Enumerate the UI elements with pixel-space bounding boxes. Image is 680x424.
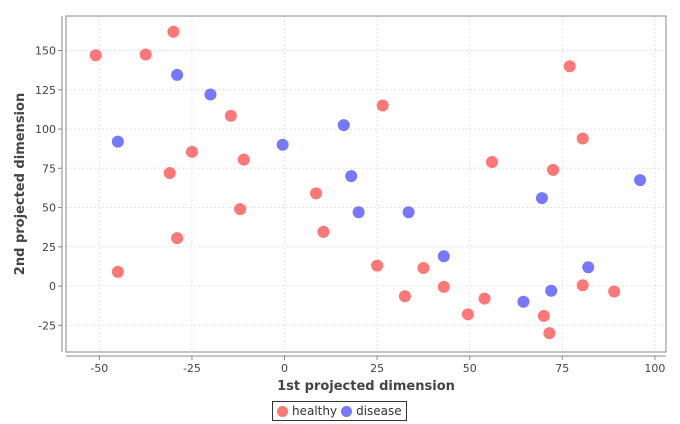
y-tick-label: 150	[35, 45, 56, 58]
data-point-disease	[517, 295, 530, 308]
data-point-healthy	[237, 153, 250, 166]
y-tick-label: 0	[49, 280, 56, 293]
x-tick-label: 0	[281, 362, 288, 375]
data-point-healthy	[139, 48, 152, 61]
legend-item-healthy: healthy	[277, 404, 337, 418]
data-point-healthy	[563, 60, 576, 73]
data-point-disease	[345, 170, 358, 183]
data-point-healthy	[310, 187, 322, 200]
data-point-disease	[634, 174, 647, 187]
data-point-disease	[535, 192, 548, 205]
data-point-healthy	[547, 163, 560, 176]
data-point-healthy	[398, 290, 411, 303]
legend-label-disease: disease	[356, 404, 402, 418]
y-tick-label: -25	[38, 319, 56, 332]
data-point-healthy	[537, 309, 550, 322]
data-point-healthy	[608, 285, 621, 298]
data-point-healthy	[224, 109, 237, 122]
plot-frame	[65, 15, 667, 353]
data-point-healthy	[485, 156, 498, 169]
x-tick-label: -50	[90, 362, 108, 375]
data-point-healthy	[417, 262, 430, 274]
x-tick-label: 75	[555, 362, 569, 375]
axes	[58, 16, 666, 360]
tick-labels: -50 -25 0 25 50 75 100 -25 0 25 50 75 100 125 150	[35, 45, 665, 375]
legend-swatch-disease	[341, 405, 353, 417]
x-tick-label: 100	[644, 362, 665, 375]
data-point-healthy	[163, 167, 176, 180]
data-point-disease	[545, 284, 558, 297]
data-point-disease	[111, 135, 124, 148]
data-point-healthy	[89, 49, 102, 62]
y-tick-label: 100	[35, 123, 56, 136]
legend-swatch-healthy	[277, 405, 288, 417]
data-point-disease	[204, 88, 217, 101]
data-point-healthy	[317, 225, 330, 238]
data-point-healthy	[461, 308, 474, 321]
data-point-disease	[337, 119, 350, 132]
data-point-disease	[402, 206, 415, 219]
legend-item-disease: disease	[341, 404, 402, 418]
data-point-healthy	[576, 279, 589, 292]
x-tick-label: 25	[370, 362, 384, 375]
data-point-disease	[582, 261, 595, 274]
data-points	[89, 25, 647, 340]
data-point-healthy	[376, 99, 389, 112]
data-point-healthy	[111, 265, 124, 278]
data-point-healthy	[185, 145, 198, 158]
y-tick-label: 75	[42, 162, 56, 175]
data-point-disease	[352, 206, 365, 219]
data-point-healthy	[171, 232, 184, 245]
data-point-disease	[276, 138, 289, 151]
legend-label-healthy: healthy	[292, 404, 338, 418]
data-point-disease	[171, 68, 184, 81]
y-tick-label: 50	[42, 202, 56, 215]
y-tick-label: 125	[35, 84, 56, 97]
legend: healthy disease	[272, 401, 407, 421]
y-tick-label: 25	[42, 241, 56, 254]
x-axis-title: 1st projected dimension	[277, 379, 455, 394]
data-point-healthy	[167, 25, 180, 38]
y-axis-title: 2nd projected dimension	[13, 93, 28, 275]
x-tick-label: -25	[183, 362, 201, 375]
data-point-healthy	[543, 327, 556, 340]
plot-area	[66, 16, 666, 352]
x-tick-label: 50	[463, 362, 477, 375]
data-point-disease	[437, 250, 450, 263]
data-point-healthy	[437, 280, 450, 293]
data-point-healthy	[478, 292, 491, 305]
data-point-healthy	[234, 203, 247, 216]
data-point-healthy	[371, 259, 384, 272]
data-point-healthy	[576, 132, 589, 145]
